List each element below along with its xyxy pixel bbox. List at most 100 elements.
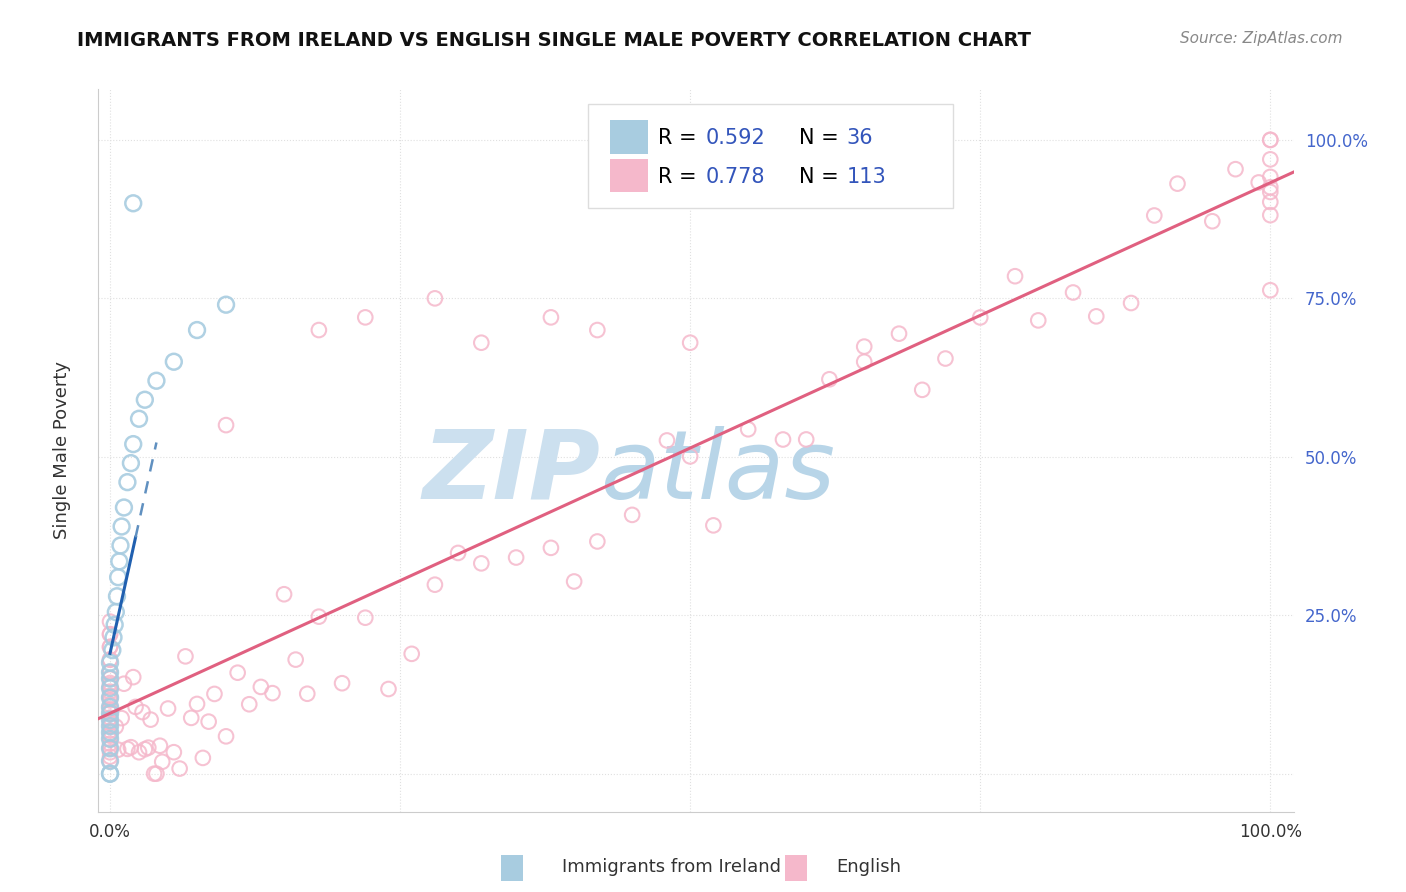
Point [401,647,423,661]
Point [1258,133,1281,147]
Text: R =: R = [658,128,703,148]
Text: ZIP: ZIP [422,425,600,518]
Point [122,196,145,211]
Point [117,475,139,490]
Point [98,706,121,721]
Point [1085,310,1108,324]
Point [1004,269,1026,284]
Point [586,534,609,549]
Point [1225,162,1247,177]
Point [586,323,609,337]
Text: 113: 113 [846,167,886,186]
Point [191,751,214,765]
Point [163,745,186,759]
Point [423,291,446,305]
Point [330,676,353,690]
Text: IMMIGRANTS FROM IRELAND VS ENGLISH SINGLE MALE POVERTY CORRELATION CHART: IMMIGRANTS FROM IRELAND VS ENGLISH SINGL… [77,31,1032,50]
Point [250,680,273,694]
Y-axis label: Single Male Poverty: Single Male Poverty [52,361,70,540]
Point [262,686,284,700]
Point [98,665,121,680]
Text: 36: 36 [846,128,873,148]
Point [98,719,121,733]
Text: Source: ZipAtlas.com: Source: ZipAtlas.com [1180,31,1343,46]
Point [111,711,134,725]
Point [911,383,934,397]
Point [226,665,249,680]
Point [215,418,238,433]
Point [98,676,121,690]
Text: N =: N = [799,128,845,148]
Point [297,687,319,701]
Point [1258,194,1281,209]
Point [934,351,956,366]
Point [98,681,121,695]
Point [98,737,121,751]
Point [131,705,153,719]
Point [145,374,167,388]
Point [134,742,156,756]
Point [98,706,121,721]
Point [98,714,121,729]
Point [120,740,142,755]
Point [655,434,678,448]
Point [540,310,562,325]
Point [98,690,121,705]
Point [470,557,492,571]
Point [103,631,125,645]
Point [98,681,121,695]
Point [136,740,159,755]
Point [1258,133,1281,147]
Point [110,539,132,553]
Point [1258,153,1281,167]
Point [186,697,208,711]
Point [562,574,585,589]
Text: 0.778: 0.778 [706,167,765,186]
Point [98,766,121,780]
Point [540,541,562,555]
FancyBboxPatch shape [610,120,648,153]
Point [104,605,127,619]
Point [772,433,794,447]
Point [308,323,330,337]
Point [98,698,121,712]
Point [104,720,127,734]
Point [112,677,135,691]
Point [621,508,644,522]
Point [1026,313,1049,327]
Point [122,437,145,451]
Point [98,702,121,716]
Point [111,519,134,533]
Point [1258,169,1281,184]
Point [98,711,121,725]
Point [853,340,876,354]
Point [105,589,128,603]
Point [150,755,173,769]
Point [107,742,129,756]
Point [104,617,127,632]
Text: English: English [837,858,901,876]
Point [98,665,121,680]
Text: R =: R = [658,167,703,186]
Point [108,554,131,568]
Point [98,703,121,717]
Point [98,745,121,759]
Text: atlas: atlas [600,425,835,518]
Point [98,713,121,727]
Point [98,684,121,698]
Point [174,649,197,664]
Point [98,741,121,756]
Point [853,355,876,369]
Point [98,652,121,666]
Point [98,741,121,756]
Point [180,711,202,725]
Point [169,762,191,776]
Point [98,640,121,654]
Point [134,392,156,407]
Point [1247,176,1270,190]
Point [98,640,121,654]
Point [98,672,121,686]
Point [737,422,759,436]
Point [98,731,121,746]
Point [98,652,121,666]
